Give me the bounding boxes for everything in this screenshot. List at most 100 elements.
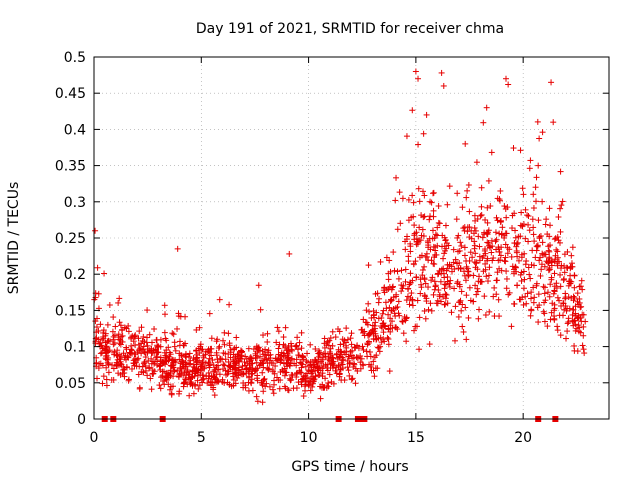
data-point	[568, 252, 575, 259]
data-point	[455, 313, 462, 320]
data-point	[551, 288, 558, 295]
data-point	[146, 364, 153, 371]
data-point	[186, 392, 193, 399]
data-point	[353, 354, 360, 361]
data-point	[386, 304, 393, 311]
data-point	[314, 365, 321, 372]
data-point	[194, 377, 201, 384]
data-point	[475, 315, 482, 322]
data-point	[427, 300, 434, 307]
data-point	[235, 357, 242, 364]
data-point	[481, 293, 488, 300]
data-point	[405, 253, 412, 260]
data-point	[563, 264, 570, 271]
data-point	[575, 322, 582, 329]
data-point	[151, 349, 158, 356]
data-point	[535, 319, 542, 326]
data-point	[254, 365, 261, 372]
data-point	[452, 303, 459, 310]
data-point	[430, 213, 437, 220]
data-point	[539, 250, 546, 257]
data-point	[454, 190, 461, 197]
data-point	[225, 330, 232, 337]
data-point	[100, 327, 107, 334]
data-point	[346, 372, 353, 379]
data-point	[174, 245, 181, 252]
data-point	[103, 376, 110, 383]
data-point	[427, 198, 434, 205]
data-point	[444, 300, 451, 307]
data-point	[306, 362, 313, 369]
data-point	[453, 216, 460, 223]
data-point	[132, 332, 139, 339]
data-point	[489, 257, 496, 264]
data-point	[167, 367, 174, 374]
data-point	[344, 364, 351, 371]
data-point	[447, 277, 454, 284]
data-point	[532, 184, 539, 191]
data-point	[430, 190, 437, 197]
data-point	[494, 217, 501, 224]
data-point	[140, 343, 147, 350]
data-point	[420, 214, 427, 221]
data-point	[205, 359, 212, 366]
data-point	[388, 297, 395, 304]
data-point	[103, 343, 110, 350]
data-point	[167, 386, 174, 393]
data-point	[196, 382, 203, 389]
data-point	[97, 321, 104, 328]
y-tick-label: 0.3	[64, 195, 86, 211]
data-point	[456, 299, 463, 306]
data-point	[309, 368, 316, 375]
data-point	[550, 119, 557, 126]
data-point	[264, 338, 271, 345]
data-point	[302, 363, 309, 370]
data-point	[582, 318, 589, 325]
data-point	[530, 224, 537, 231]
data-point	[535, 291, 542, 298]
data-point	[136, 385, 143, 392]
data-point	[531, 294, 538, 301]
data-point	[551, 283, 558, 290]
data-point	[385, 270, 392, 277]
data-point	[385, 341, 392, 348]
x-axis-label: GPS time / hours	[291, 459, 408, 475]
data-point	[221, 362, 228, 369]
data-point	[298, 360, 305, 367]
data-point	[148, 386, 155, 393]
data-point	[482, 266, 489, 273]
data-point	[503, 214, 510, 221]
data-point	[182, 376, 189, 383]
data-point	[417, 290, 424, 297]
data-point	[528, 307, 535, 314]
data-point	[509, 212, 516, 219]
data-point	[102, 346, 109, 353]
data-point	[296, 367, 303, 374]
data-point	[459, 323, 466, 330]
data-point	[497, 187, 504, 194]
data-point	[570, 306, 577, 313]
data-point	[514, 282, 521, 289]
data-point	[434, 242, 441, 249]
data-point	[483, 273, 490, 280]
data-point	[225, 351, 232, 358]
data-point	[572, 321, 579, 328]
data-point	[386, 368, 393, 375]
data-point	[554, 327, 561, 334]
data-point	[421, 263, 428, 270]
data-point	[259, 399, 266, 406]
data-point	[382, 299, 389, 306]
data-point	[111, 332, 118, 339]
data-point	[170, 362, 177, 369]
data-point	[409, 107, 416, 114]
data-point	[536, 257, 543, 264]
data-point	[271, 381, 278, 388]
data-point	[459, 204, 466, 211]
data-point	[312, 345, 319, 352]
data-point	[460, 225, 467, 232]
data-point	[273, 357, 280, 364]
data-point	[472, 264, 479, 271]
data-point	[497, 218, 504, 225]
data-point	[117, 337, 124, 344]
data-point	[292, 343, 299, 350]
